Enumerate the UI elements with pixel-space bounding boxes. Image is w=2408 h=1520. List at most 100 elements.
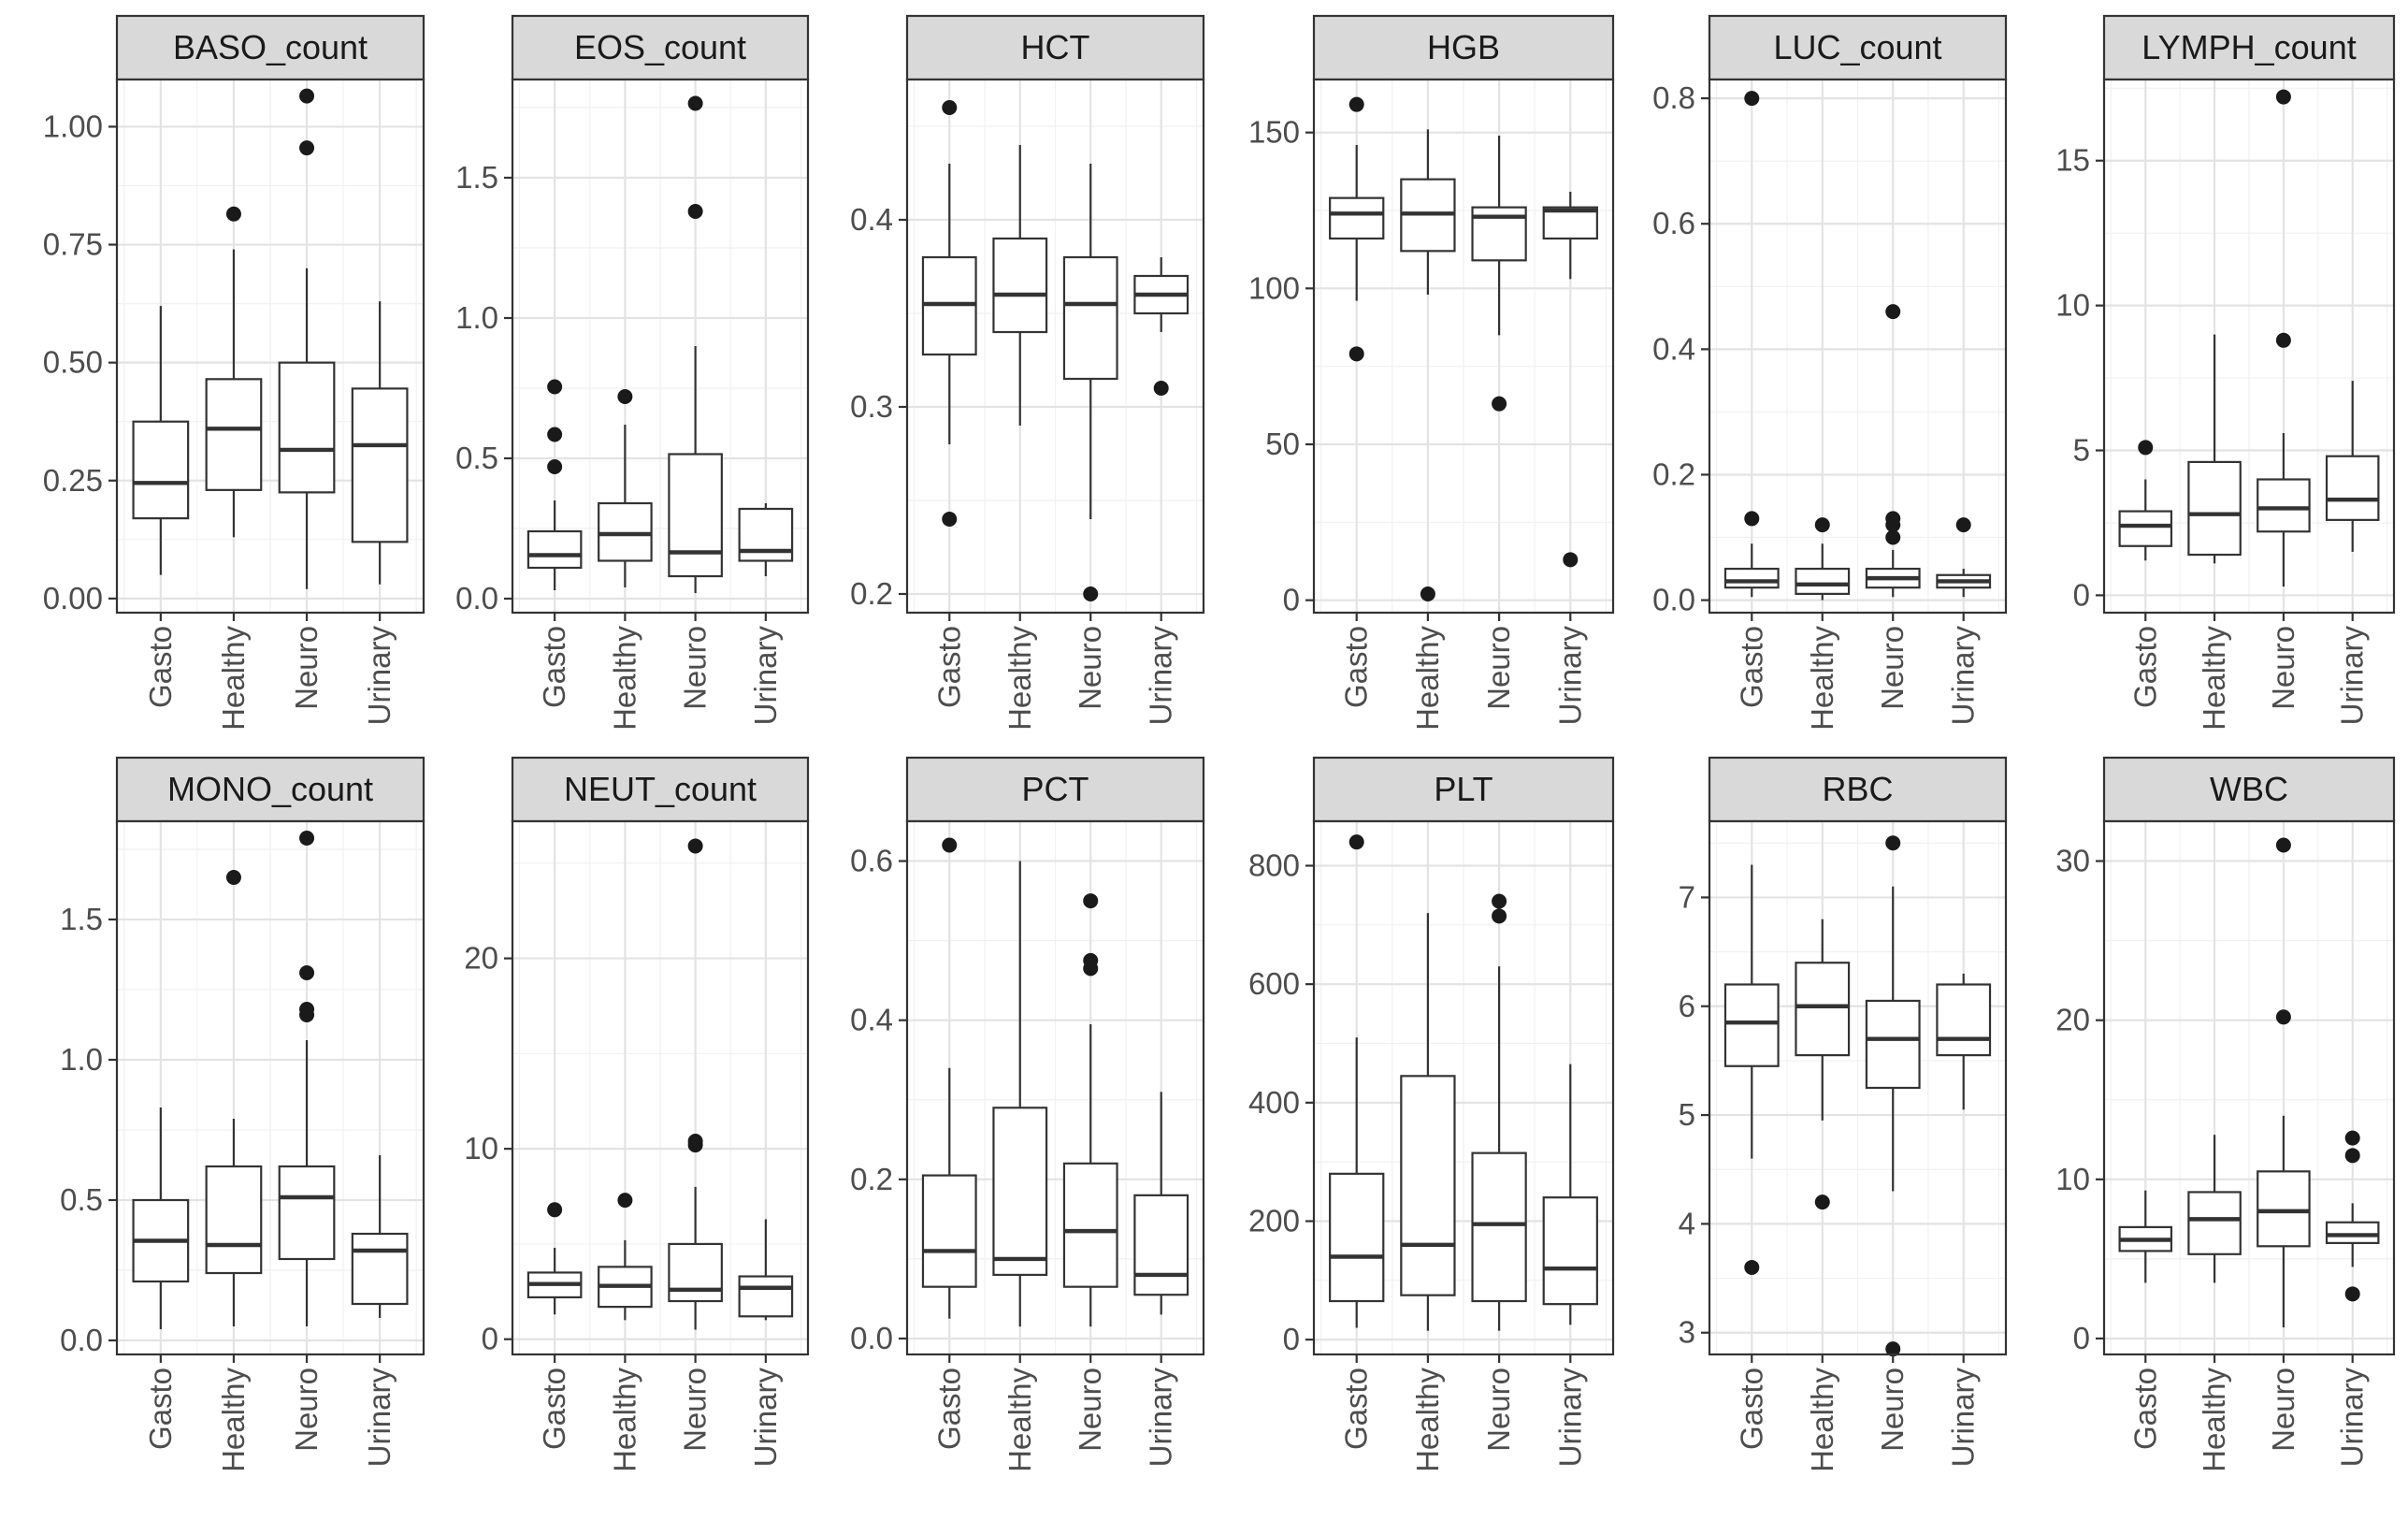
x-tick-label: Neuro — [2266, 626, 2300, 710]
x-tick-label: Healthy — [607, 626, 642, 731]
box-iqr — [2257, 478, 2311, 533]
x-tick-label: Urinary — [1946, 626, 1981, 726]
box-gasto — [1329, 834, 1385, 1328]
box-iqr — [1936, 983, 1992, 1057]
box-iqr — [1329, 1172, 1385, 1303]
panel-eos-count: EOS_count 0.0 0.5 1.0 1.5 Gasto Healthy Neuro Ur… — [455, 14, 810, 731]
box-urinary — [1936, 517, 1992, 598]
y-tick-label: 3 — [1679, 1315, 1695, 1350]
box-iqr — [526, 529, 583, 570]
outlier-point — [1814, 1194, 1830, 1210]
outlier-point — [1563, 552, 1579, 568]
panel-title: LUC_count — [1773, 28, 1941, 66]
outlier-point — [1885, 835, 1901, 851]
box-iqr — [2118, 510, 2173, 547]
panel-title: LYMPH_count — [2141, 28, 2356, 66]
x-tick-label: Neuro — [289, 626, 324, 710]
box-urinary — [1133, 1092, 1190, 1315]
y-tick-label: 800 — [1248, 848, 1300, 883]
y-tick-label: 0.50 — [43, 345, 103, 380]
outlier-point — [687, 204, 703, 219]
outlier-point — [942, 837, 958, 853]
outlier-point — [1744, 91, 1760, 107]
x-tick-label: Urinary — [748, 1368, 783, 1468]
panel-title: BASO_count — [173, 28, 368, 66]
box-urinary — [738, 503, 794, 576]
box-gasto — [1723, 864, 1780, 1275]
x-tick-label: Healthy — [1805, 1368, 1839, 1472]
outlier-point — [2344, 1286, 2360, 1302]
outlier-point — [299, 831, 315, 846]
box-iqr — [278, 361, 336, 494]
outlier-point — [1083, 586, 1099, 601]
box-iqr — [351, 387, 409, 543]
outlier-point — [1492, 893, 1507, 909]
box-healthy — [205, 870, 263, 1326]
panel-border — [905, 819, 1205, 1356]
y-tick-label: 200 — [1248, 1204, 1300, 1238]
x-tick-label: Healthy — [1805, 626, 1839, 731]
box-healthy — [2187, 334, 2242, 564]
box-neuro — [278, 88, 336, 589]
y-tick-label: 100 — [1248, 270, 1300, 305]
outlier-point — [299, 965, 315, 980]
x-tick-label: Gasto — [1734, 626, 1768, 708]
box-neuro — [1865, 304, 1921, 598]
box-iqr — [1795, 962, 1851, 1057]
box-iqr — [1062, 255, 1118, 381]
outlier-point — [1885, 529, 1901, 545]
panel-border — [2102, 78, 2396, 615]
box-urinary — [1133, 257, 1190, 396]
box-urinary — [351, 1155, 409, 1318]
box-urinary — [351, 301, 409, 585]
y-tick-label: 0.6 — [1652, 206, 1695, 240]
box-urinary — [2325, 381, 2380, 552]
x-tick-label: Healthy — [216, 1368, 251, 1472]
x-tick-label: Urinary — [1552, 626, 1587, 726]
y-tick-label: 0.4 — [1652, 331, 1695, 366]
y-tick-label: 0.6 — [850, 844, 893, 878]
y-tick-label: 10 — [2055, 288, 2090, 323]
box-iqr — [738, 1275, 794, 1318]
y-tick-label: 0.0 — [1652, 583, 1695, 617]
box-healthy — [992, 145, 1048, 426]
box-iqr — [992, 237, 1048, 334]
x-tick-label: Urinary — [1946, 1368, 1981, 1468]
box-neuro — [278, 831, 336, 1326]
box-iqr — [2325, 455, 2380, 521]
outlier-point — [687, 95, 703, 111]
y-tick-label: 0.25 — [43, 463, 103, 498]
box-iqr — [992, 1107, 1048, 1277]
box-iqr — [2325, 1221, 2380, 1244]
x-tick-label: Gasto — [1734, 1368, 1768, 1450]
x-tick-label: Urinary — [748, 626, 783, 726]
outlier-point — [1814, 517, 1830, 533]
outlier-point — [547, 379, 563, 395]
panel-strip — [511, 14, 810, 81]
box-healthy — [2187, 1135, 2242, 1283]
x-tick-label: Neuro — [1481, 1368, 1516, 1452]
x-tick-label: Gasto — [1339, 1368, 1374, 1450]
box-urinary — [2325, 1130, 2380, 1302]
y-tick-label: 0 — [1283, 1322, 1300, 1356]
x-tick-label: Healthy — [2197, 626, 2231, 731]
box-neuro — [1062, 164, 1118, 601]
x-tick-label: Neuro — [1875, 626, 1910, 710]
box-healthy — [598, 1193, 653, 1321]
panel-title: PCT — [1022, 770, 1089, 808]
y-tick-label: 0.0 — [850, 1321, 893, 1355]
box-neuro — [2257, 89, 2311, 587]
x-tick-label: Neuro — [2266, 1368, 2300, 1452]
x-tick-label: Neuro — [1875, 1368, 1910, 1452]
panel-strip — [905, 756, 1205, 823]
x-tick-label: Gasto — [143, 1368, 178, 1450]
panel-strip — [115, 14, 425, 81]
x-tick-label: Healthy — [1002, 626, 1037, 731]
box-gasto — [1329, 96, 1385, 362]
outlier-point — [1348, 346, 1364, 362]
outlier-point — [1955, 517, 1971, 533]
panel-mono-count: MONO_count 0.0 0.5 1.0 1.5 Gasto Healthy Neuro U… — [60, 756, 425, 1472]
outlier-point — [1492, 908, 1507, 924]
outlier-point — [299, 88, 315, 104]
